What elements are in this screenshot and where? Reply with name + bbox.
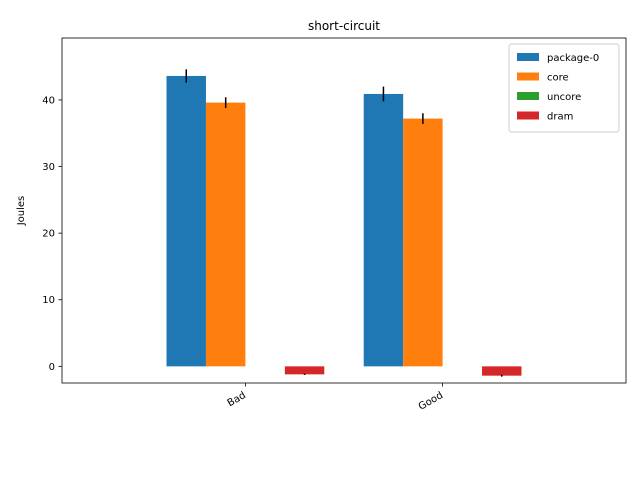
y-tick-label: 10	[42, 295, 55, 306]
y-tick-label: 30	[42, 162, 55, 173]
bar-dram-good	[482, 366, 522, 376]
plot-frame	[61, 37, 627, 384]
legend-swatch-dram	[517, 111, 539, 120]
legend-swatch-uncore	[517, 92, 539, 100]
y-tick-label: 40	[42, 95, 55, 106]
legend-swatch-package-0	[517, 53, 539, 61]
bar-core-bad	[205, 102, 246, 367]
legend-entry-uncore: uncore	[547, 92, 581, 103]
legend-entry-package-0: package-0	[547, 53, 599, 64]
y-tick-label: 20	[42, 229, 55, 240]
legend-entry-dram: dram	[547, 112, 573, 123]
error-bars-layer	[185, 69, 503, 377]
bar-package-0-good	[363, 93, 404, 367]
bar-dram-bad	[284, 366, 325, 375]
x-tick-label-bad: Bad	[226, 390, 248, 409]
legend: package-0 core uncore dram	[508, 43, 620, 133]
bar-package-0-bad	[166, 75, 206, 367]
bars-layer	[166, 75, 522, 376]
legend-box	[508, 43, 620, 133]
x-axis: Bad Good	[226, 383, 445, 413]
x-tick-label-good: Good	[417, 390, 445, 413]
y-axis-label: Joules	[16, 196, 27, 227]
bar-core-good	[403, 118, 443, 367]
chart-title: short-circuit	[308, 19, 380, 33]
legend-swatch-core	[517, 72, 539, 81]
legend-entry-core: core	[547, 73, 569, 84]
y-tick-label: 0	[49, 362, 55, 373]
y-axis: 0 10 20 30 40	[42, 95, 62, 373]
